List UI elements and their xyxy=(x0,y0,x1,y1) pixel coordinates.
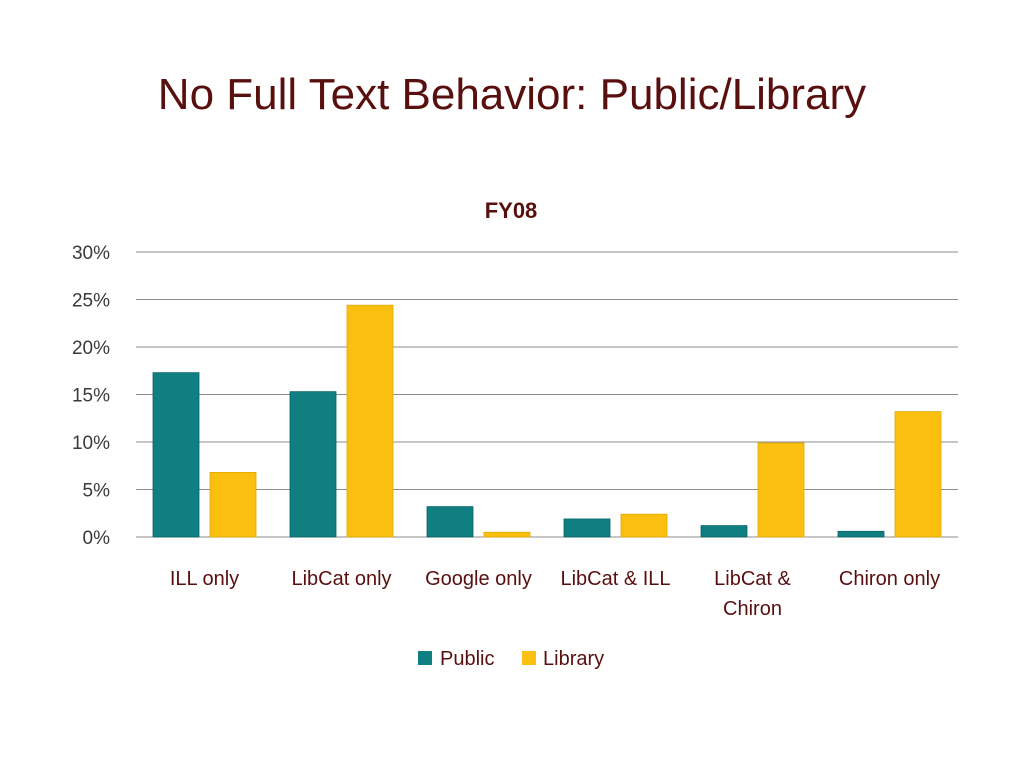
x-category-label: ILL only xyxy=(170,568,239,590)
slide-title: No Full Text Behavior: Public/Library xyxy=(157,70,867,119)
legend-swatch-library xyxy=(522,651,536,665)
legend-label-library: Library xyxy=(543,648,604,670)
bar-public-4 xyxy=(700,525,748,538)
x-category-label: LibCat only xyxy=(291,568,391,590)
x-axis-category-labels: ILL only LibCat only Google only LibCat & I… xyxy=(170,568,940,620)
bars xyxy=(152,304,942,538)
y-tick-label: 10% xyxy=(72,433,110,454)
y-axis-tick-labels: 0% 5% 10% 15% 20% 25% 30% xyxy=(72,243,110,549)
y-tick-label: 5% xyxy=(83,481,111,502)
x-category-label: Google only xyxy=(425,568,532,590)
y-tick-label: 0% xyxy=(83,528,111,549)
x-category-label: LibCat & ILL xyxy=(560,568,670,590)
bar-public-3 xyxy=(563,518,611,538)
legend: Public Library xyxy=(418,648,604,670)
legend-label-public: Public xyxy=(440,648,494,670)
bar-public-1 xyxy=(289,391,337,538)
y-tick-label: 30% xyxy=(72,243,110,264)
y-tick-label: 20% xyxy=(72,338,110,359)
bar-library-1 xyxy=(346,304,394,538)
bar-public-5 xyxy=(837,530,885,538)
x-category-label: LibCat & Chiron xyxy=(714,568,791,620)
bar-library-2 xyxy=(483,531,531,538)
gridlines xyxy=(136,251,958,538)
bar-library-5 xyxy=(894,411,942,538)
y-tick-label: 25% xyxy=(72,291,110,312)
bar-library-3 xyxy=(620,513,668,538)
legend-swatch-public xyxy=(418,651,432,665)
chart-title: FY08 xyxy=(485,198,538,223)
x-category-label: Chiron only xyxy=(839,568,940,590)
bar-library-4 xyxy=(757,442,805,538)
y-tick-label: 15% xyxy=(72,386,110,407)
bar-library-0 xyxy=(209,471,257,538)
bar-public-0 xyxy=(152,372,200,538)
bar-public-2 xyxy=(426,506,474,538)
